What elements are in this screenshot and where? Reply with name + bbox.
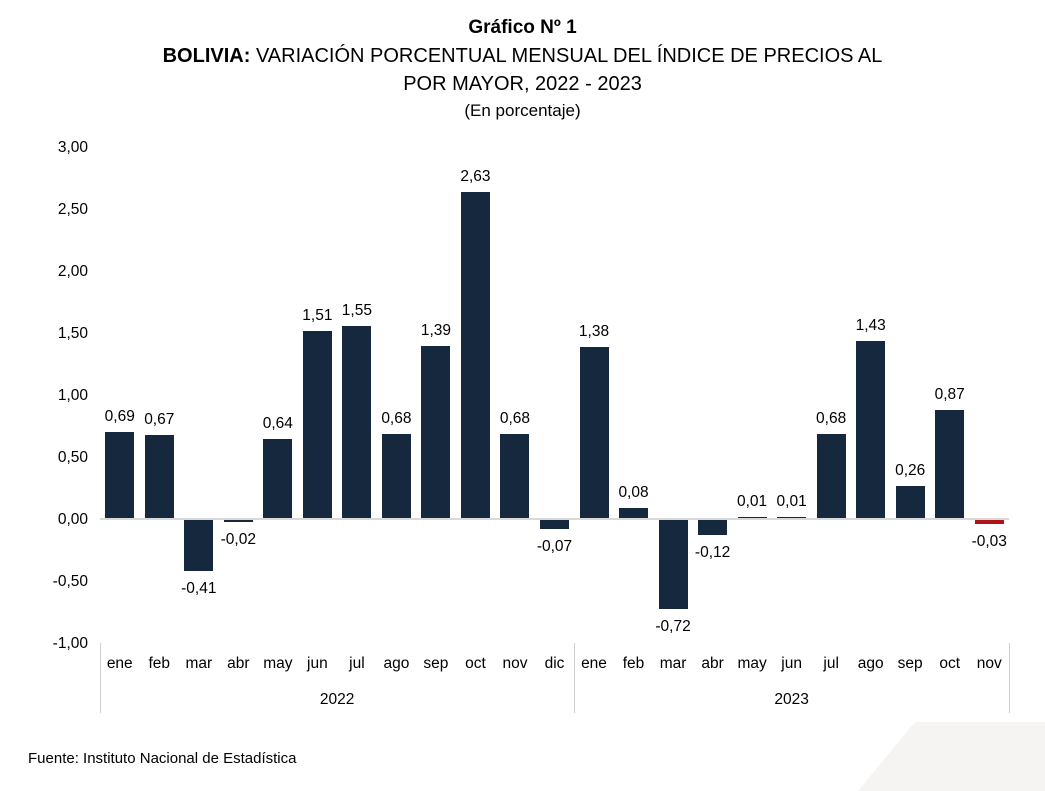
bar-value-label: 1,38 (578, 322, 610, 340)
bar-value-label: 0,67 (144, 410, 175, 428)
y-axis-tick-label: 0,00 (57, 510, 88, 528)
month-label: abr (227, 655, 250, 672)
bar-value-label: 1,39 (420, 321, 451, 339)
bar-value-label: 0,68 (499, 409, 531, 427)
bar-value-label: -0,03 (971, 532, 1007, 550)
bar-2023-ago (856, 340, 886, 518)
zero-axis-line (100, 518, 1009, 520)
y-axis-tick-label: -0,50 (52, 572, 88, 590)
source-note: Fuente: Instituto Nacional de Estadístic… (28, 750, 297, 767)
month-label: ago (383, 655, 410, 672)
month-label: jul (349, 655, 365, 672)
month-label: oct (465, 655, 486, 672)
bar-value-label: 0,01 (737, 492, 768, 510)
bar-value-label: -0,12 (694, 543, 731, 561)
month-label: nov (976, 655, 1002, 672)
month-label: sep (423, 655, 449, 672)
bar-value-label: 1,55 (341, 301, 372, 319)
bar-2022-ago (381, 433, 411, 518)
bar-value-label: 2,63 (460, 167, 491, 185)
bar-value-label: -0,41 (181, 579, 217, 597)
bar-2022-jul (342, 325, 372, 518)
month-label: sep (897, 655, 923, 672)
bar-2023-may (737, 516, 767, 518)
chart-title-line2: POR MAYOR, 2022 - 2023 (403, 73, 642, 95)
bar-value-label: 0,87 (934, 386, 965, 404)
year-label: 2022 (319, 691, 355, 708)
y-axis-tick-label: 0,50 (57, 448, 88, 466)
category-axis-separator (574, 643, 575, 713)
bar-2023-mar (658, 520, 688, 610)
bar-value-label: -0,72 (655, 618, 691, 636)
month-label: jun (307, 655, 328, 672)
bar-value-label: 1,43 (855, 316, 886, 334)
category-axis-separator (1009, 643, 1010, 713)
bar-2022-ene (105, 432, 135, 518)
bar-value-label: 0,64 (262, 414, 293, 432)
bar-2022-may (263, 438, 293, 518)
bar-value-label: 0,69 (104, 408, 135, 426)
bar-value-label: -0,02 (220, 531, 256, 549)
month-label: may (263, 655, 293, 672)
bar-2022-sep (421, 345, 451, 518)
y-axis-tick-label: 2,00 (57, 262, 88, 280)
month-label: dic (544, 655, 565, 672)
bar-value-label: 0,01 (776, 492, 807, 510)
bar-value-label: 0,68 (381, 409, 412, 427)
month-label: mar (185, 655, 213, 672)
chart-title-line1: BOLIVIA: VARIACIÓN PORCENTUAL MENSUAL DE… (0, 42, 1045, 70)
month-label: nov (502, 655, 528, 672)
bar-2022-abr (223, 520, 253, 523)
bar-2022-nov (500, 433, 530, 518)
year-label: 2023 (774, 691, 809, 708)
bar-value-label: 0,26 (895, 461, 926, 479)
y-axis-tick-label: 2,50 (57, 200, 88, 218)
bar-value-label: 0,08 (618, 484, 649, 502)
chart-number: Gráfico Nº 1 (468, 17, 577, 38)
bar-2022-mar (184, 520, 214, 571)
y-axis-tick-label: 1,00 (57, 386, 88, 404)
month-label: jul (823, 655, 839, 672)
bar-2022-dic (540, 520, 569, 529)
bar-2023-sep (895, 485, 925, 518)
bar-2023-oct (935, 410, 965, 518)
bar-2022-feb (144, 434, 174, 518)
month-label: may (737, 655, 767, 672)
month-label: oct (939, 655, 961, 672)
chart-subtitle: (En porcentaje) (464, 101, 581, 120)
chart-title-country: BOLIVIA: (162, 45, 251, 67)
y-axis-tick-label: -1,00 (52, 634, 88, 652)
month-label: ene (581, 655, 607, 672)
month-label: jun (781, 655, 802, 672)
bar-2023-feb (619, 508, 649, 518)
bar-2023-jun (777, 516, 807, 518)
bar-2022-jun (302, 330, 332, 518)
bar-value-label: 1,51 (302, 306, 333, 324)
bar-2023-ene (579, 346, 609, 518)
month-label: abr (701, 655, 724, 672)
chart-title-rest: VARIACIÓN PORCENTUAL MENSUAL DEL ÍNDICE … (250, 45, 883, 67)
chart-title-block: Gráfico Nº 1 BOLIVIA: VARIACIÓN PORCENTU… (0, 14, 1045, 123)
bar-value-label: -0,07 (536, 537, 573, 555)
month-label: feb (148, 655, 171, 672)
bar-2023-nov (974, 520, 1004, 524)
bar-2023-abr (698, 520, 728, 535)
corner-decoration (858, 722, 1045, 791)
month-label: mar (659, 655, 687, 672)
month-label: ago (857, 655, 884, 672)
y-axis-tick-label: 3,00 (57, 138, 88, 156)
month-label: feb (622, 655, 645, 672)
month-label: ene (106, 655, 133, 672)
y-axis-tick-label: 1,50 (57, 324, 88, 342)
category-axis-separator (100, 643, 101, 713)
bar-value-label: 0,68 (816, 409, 847, 427)
bar-2023-jul (816, 433, 846, 518)
bar-2022-oct (460, 191, 490, 518)
